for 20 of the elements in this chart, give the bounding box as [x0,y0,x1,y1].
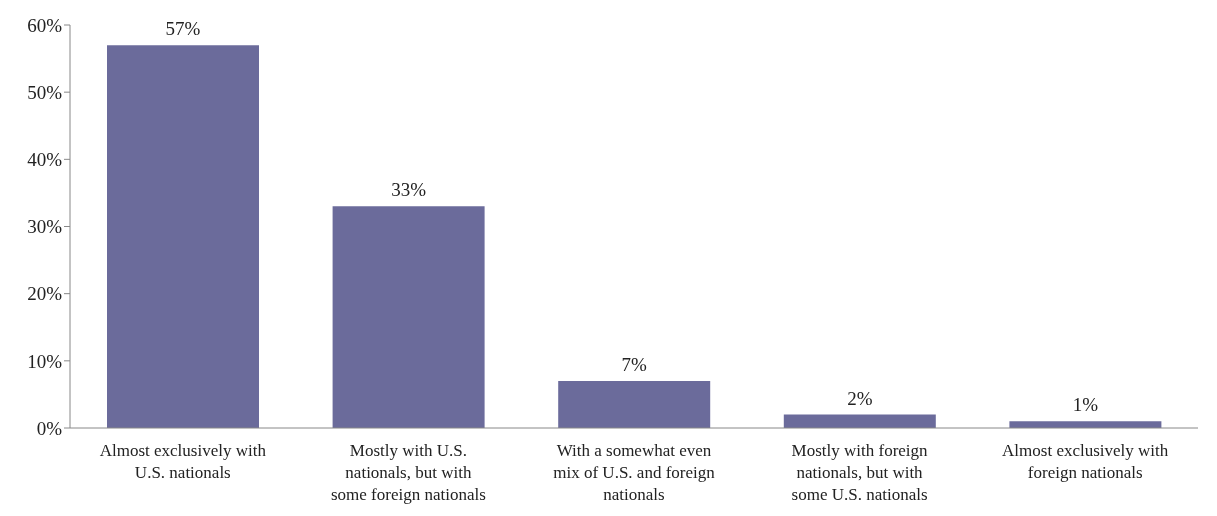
x-tick-label: With a somewhat even mix of U.S. and foreign nationals [553,441,716,504]
x-tick-label: Almost exclusively with foreign nationals [1002,441,1169,482]
data-label: 1% [1072,394,1099,416]
bar [332,206,485,428]
y-tick-label: 0% [36,417,63,439]
x-tick-label: Mostly with foreign nationals, but with some U.S. nationals [791,441,929,504]
y-tick-label: 20% [27,283,63,305]
x-tick-label: Almost exclusively with U.S. nationals [99,441,267,482]
y-tick-label: 40% [27,149,63,171]
data-label: 33% [391,179,427,201]
data-label: 2% [847,387,873,409]
y-tick-label: 30% [27,216,63,238]
y-tick-label: 50% [27,81,63,103]
y-tick-label: 60% [27,14,63,36]
x-tick-label: Mostly with U.S. nationals, but with some foreign nationals [330,441,486,504]
y-tick-label: 10% [27,350,63,372]
bar [107,45,259,428]
data-label: 7% [621,353,648,375]
bar [558,380,711,428]
data-label: 57% [165,18,201,40]
